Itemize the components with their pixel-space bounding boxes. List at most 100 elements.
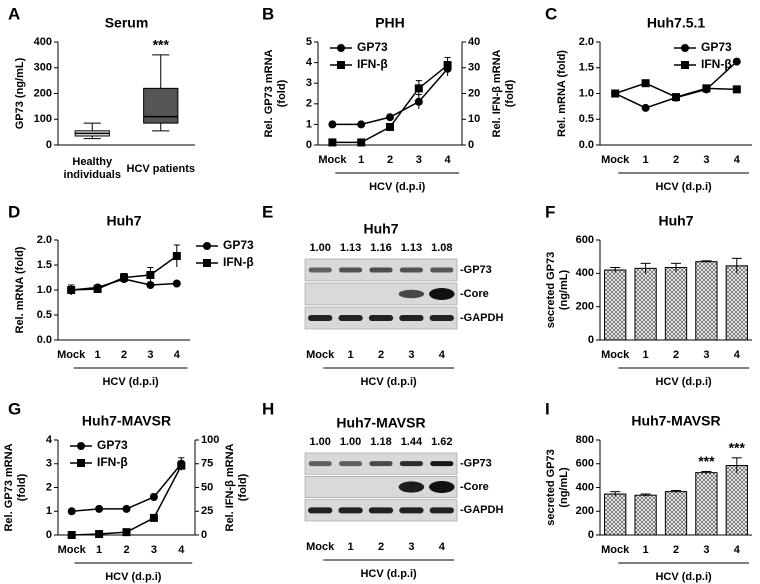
y-tick-label: 4 bbox=[46, 434, 53, 446]
y-tick-label: 0 bbox=[588, 529, 594, 541]
y-axis-label-box: secreted GP73 (ng/mL) bbox=[545, 449, 570, 525]
chart-title: Huh7 bbox=[107, 213, 142, 229]
data-point bbox=[122, 504, 131, 513]
bar bbox=[604, 269, 627, 341]
y-tick-label: 4 bbox=[306, 57, 313, 69]
data-point bbox=[672, 93, 680, 102]
x-tick-label: 2 bbox=[123, 544, 129, 556]
y-tick-label: 0 bbox=[46, 529, 52, 541]
x-tick-label: 4 bbox=[734, 154, 741, 166]
blot-band bbox=[399, 267, 423, 273]
x-tick-label: Mock bbox=[58, 544, 87, 556]
data-point bbox=[641, 103, 650, 112]
data-point bbox=[67, 507, 76, 516]
y-tick-label: 1 bbox=[306, 118, 312, 130]
legend-label: IFN-β bbox=[701, 57, 732, 71]
legend-marker bbox=[337, 61, 345, 69]
legend-label: GP73 bbox=[701, 40, 732, 54]
value-label: 1.13 bbox=[401, 242, 422, 254]
y2-axis-label: Rel. IFN-β mRNA (fold) bbox=[224, 443, 249, 532]
gapdh-band bbox=[338, 315, 363, 321]
value-label: 1.08 bbox=[431, 242, 452, 254]
y-tick-label: 200 bbox=[34, 87, 52, 99]
y2-tick-label: 20 bbox=[468, 87, 480, 99]
y2-axis-label: Rel. IFN-β mRNA (fold) bbox=[491, 49, 516, 138]
y-tick-label: 0 bbox=[588, 334, 594, 346]
x-tick-label: 1 bbox=[643, 544, 649, 556]
x-tick-label: 1 bbox=[643, 154, 649, 166]
data-point bbox=[149, 513, 158, 522]
data-point bbox=[146, 281, 155, 289]
blot-row bbox=[304, 282, 458, 306]
data-point bbox=[328, 138, 337, 147]
x-tick-label: 3 bbox=[703, 544, 709, 556]
panel-letter: G bbox=[8, 399, 21, 418]
chart-title: Huh7 bbox=[364, 221, 399, 237]
blot-row bbox=[304, 476, 458, 498]
x-group-label: HCV (d.p.i) bbox=[360, 568, 417, 580]
x-tick-label: 1 bbox=[358, 154, 364, 166]
data-point bbox=[172, 252, 181, 260]
data-point bbox=[122, 528, 131, 537]
y-tick-label: 0 bbox=[306, 139, 312, 151]
x-tick-label: 4 bbox=[439, 541, 446, 553]
x-group-label: HCV (d.p.i) bbox=[105, 571, 162, 583]
panel-letter: E bbox=[262, 202, 273, 221]
data-point bbox=[702, 84, 711, 93]
chart-title: Huh7-MAVSR bbox=[631, 413, 720, 429]
x-tick-label: 3 bbox=[408, 541, 414, 553]
x-tick-label: 2 bbox=[673, 349, 679, 361]
x-tick-label: 2 bbox=[673, 544, 679, 556]
data-point bbox=[67, 286, 76, 294]
data-point bbox=[95, 504, 104, 513]
bar bbox=[695, 261, 718, 341]
y2-axis-label-box: Rel. IFN-β mRNA (fold) bbox=[491, 49, 516, 138]
annotation: *** bbox=[153, 37, 170, 53]
x-group-label: HCV (d.p.i) bbox=[369, 181, 426, 193]
x-tick-label: 1 bbox=[348, 541, 354, 553]
y-tick-label: 0.0 bbox=[579, 139, 594, 151]
y-axis-label-box: Rel. mRNA (fold) bbox=[14, 247, 26, 334]
x-tick-label: 3 bbox=[151, 544, 157, 556]
x-tick-label: 1 bbox=[643, 349, 649, 361]
y-tick-label: 3 bbox=[306, 77, 312, 89]
data-point bbox=[414, 97, 423, 106]
legend-marker bbox=[337, 44, 345, 52]
x-tick-label: 4 bbox=[178, 544, 185, 556]
y-axis-label: Rel. GP73 mRNA (fold) bbox=[3, 443, 28, 532]
y-tick-label: 200 bbox=[576, 301, 594, 313]
bar bbox=[725, 265, 748, 341]
chart-title: Huh7-MAVSR bbox=[336, 415, 425, 431]
y-tick-label: 1.0 bbox=[37, 284, 52, 296]
y-axis-label: GP73 (ng/mL) bbox=[13, 57, 26, 130]
y-axis-label-group: Rel. mRNA (fold) bbox=[14, 247, 26, 334]
panel-letter: B bbox=[262, 4, 274, 23]
gapdh-band bbox=[429, 507, 454, 514]
y2-tick-label: 25 bbox=[201, 505, 213, 517]
y-tick-label: 1.5 bbox=[37, 259, 52, 271]
legend-label: IFN-β bbox=[223, 255, 254, 269]
blot-band bbox=[308, 461, 332, 467]
panel-letter: C bbox=[545, 4, 557, 23]
data-point bbox=[732, 57, 741, 66]
series-line bbox=[71, 463, 182, 512]
data-point bbox=[328, 120, 337, 129]
x-group-label: HCV (d.p.i) bbox=[102, 376, 159, 388]
x-tick-label-box: HCV patients bbox=[127, 163, 195, 175]
legend-marker bbox=[203, 242, 211, 250]
x-group-label: HCV (d.p.i) bbox=[655, 376, 712, 388]
y2-tick-label: 40 bbox=[468, 36, 480, 48]
blot-band bbox=[399, 461, 423, 467]
bar bbox=[664, 491, 688, 536]
bar bbox=[725, 465, 748, 536]
panel-letter: A bbox=[8, 4, 20, 23]
data-point bbox=[443, 61, 452, 70]
data-point bbox=[357, 138, 366, 147]
y-axis-label-box: Rel. GP73 mRNA (fold) bbox=[263, 49, 288, 137]
y-tick-label: 400 bbox=[576, 481, 594, 493]
x-tick-label: Mock bbox=[57, 349, 86, 361]
blot-band bbox=[339, 267, 363, 273]
legend-label: GP73 bbox=[357, 40, 388, 54]
box bbox=[143, 87, 179, 124]
data-point bbox=[386, 122, 394, 131]
